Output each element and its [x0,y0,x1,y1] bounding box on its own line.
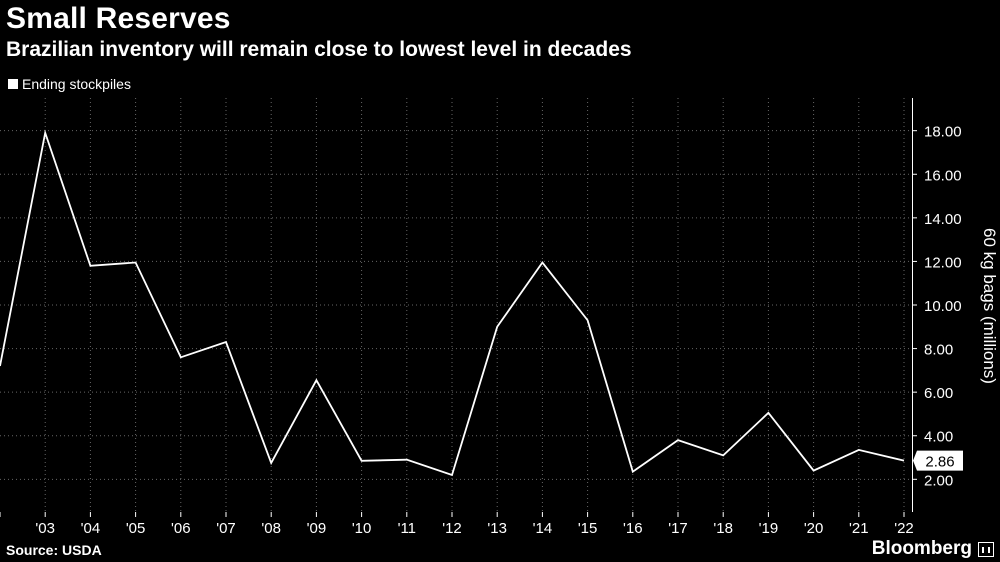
y-tick-label: 14.00 [924,211,962,228]
y-axis-label: 60 kg bags (millions) [980,228,999,384]
x-tick-label: '11 [398,520,416,537]
x-tick-label: '12 [442,520,462,537]
legend: Ending stockpiles [8,76,131,92]
x-tick-label: '06 [171,520,191,537]
x-tick-label: '18 [713,520,733,537]
x-tick-label: '03 [35,520,55,537]
x-tick-label: '13 [487,520,507,537]
y-tick-label: 16.00 [924,167,962,184]
source-note: Source: USDA [6,542,102,558]
y-tick-label: 12.00 [924,254,962,271]
y-tick-label: 8.00 [924,342,953,359]
x-tick-label: '09 [307,520,327,537]
series-line [0,129,905,477]
x-tick-label: '17 [668,520,688,537]
chart-title: Small Reserves [6,2,231,35]
x-tick-label: '15 [578,520,598,537]
brand-logo: Bloomberg [871,538,972,559]
x-tick-label: '14 [533,520,553,537]
x-tick-label: '07 [216,520,236,537]
x-tick-label: '05 [126,520,146,537]
x-tick-label: '22 [894,520,914,537]
x-tick-label: '08 [261,520,281,537]
legend-label: Ending stockpiles [22,76,131,92]
y-tick-label: 18.00 [924,124,962,141]
x-tick-label: '04 [81,520,101,537]
x-tick-label: '20 [804,520,824,537]
y-tick-label: 2.00 [924,472,953,489]
chart-subtitle: Brazilian inventory will remain close to… [6,38,632,61]
x-tick-label: '21 [849,520,869,537]
last-value-label: 2.86 [925,454,954,471]
x-tick-label: '16 [623,520,643,537]
legend-swatch [8,79,18,89]
x-tick-label: '10 [352,520,372,537]
last-value-box [913,450,963,471]
y-tick-label: 6.00 [924,385,953,402]
y-tick-label: 4.00 [924,429,953,446]
y-tick-label: 10.00 [924,298,962,315]
x-tick-label: '19 [759,520,779,537]
terminal-icon [978,542,994,557]
